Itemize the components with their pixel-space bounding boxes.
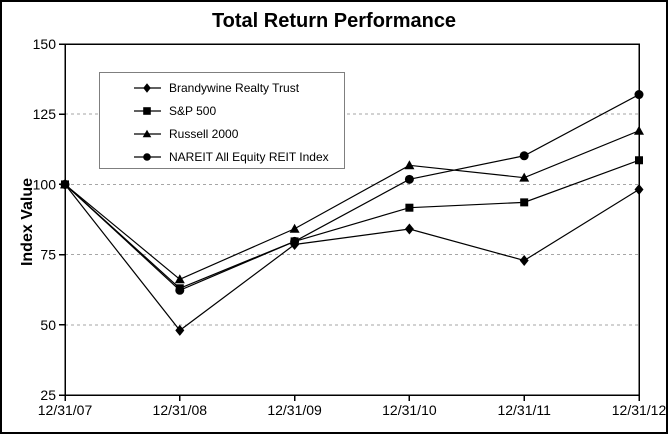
x-tick-label: 12/31/10 bbox=[382, 402, 437, 418]
series-line-circle bbox=[64, 94, 640, 291]
legend-marker bbox=[143, 106, 151, 115]
legend-label-nareit: NAREIT All Equity REIT Index bbox=[169, 149, 329, 164]
data-point-square bbox=[635, 156, 643, 165]
legend-label-sp500: S&P 500 bbox=[169, 103, 217, 118]
y-tick-label: 25 bbox=[40, 387, 56, 403]
data-point-diamond bbox=[175, 324, 185, 336]
data-point-circle bbox=[404, 174, 414, 184]
triangle-marker-icon bbox=[134, 129, 161, 137]
y-tick-label: 100 bbox=[33, 176, 57, 192]
data-point-square bbox=[520, 198, 529, 207]
data-point-triangle bbox=[634, 125, 644, 135]
y-tick-label: 150 bbox=[33, 36, 57, 52]
legend-row-brandywine: Brandywine Realty Trust bbox=[134, 76, 344, 99]
data-point-triangle bbox=[404, 160, 415, 170]
legend-label-russell2000: Russell 2000 bbox=[169, 126, 239, 141]
y-tick-label: 125 bbox=[33, 106, 57, 122]
data-point-diamond bbox=[519, 254, 529, 266]
data-point-triangle bbox=[174, 274, 185, 284]
data-point-triangle bbox=[289, 223, 300, 233]
data-point-circle bbox=[290, 236, 300, 246]
plot-frame bbox=[64, 43, 640, 396]
y-tick-label: 75 bbox=[40, 247, 56, 263]
circle-marker-icon bbox=[134, 152, 161, 161]
diamond-marker-icon bbox=[134, 82, 161, 93]
square-marker-icon bbox=[134, 106, 161, 115]
x-tick-label: 12/31/12 bbox=[612, 402, 667, 418]
y-tick-label: 50 bbox=[40, 317, 56, 333]
data-point-square bbox=[405, 203, 414, 212]
data-point-circle bbox=[519, 151, 529, 161]
data-point-diamond bbox=[404, 223, 414, 235]
data-point-circle bbox=[60, 179, 70, 189]
chart-title: Total Return Performance bbox=[211, 10, 457, 32]
x-tick-label: 12/31/08 bbox=[153, 402, 208, 418]
legend-row-sp500: S&P 500 bbox=[134, 99, 344, 122]
legend-marker bbox=[143, 152, 151, 161]
legend-row-russell2000: Russell 2000 bbox=[134, 122, 344, 145]
data-point-triangle bbox=[519, 172, 530, 182]
data-point-diamond bbox=[634, 183, 644, 195]
legend-row-nareit: NAREIT All Equity REIT Index bbox=[134, 145, 344, 168]
legend-label-brandywine: Brandywine Realty Trust bbox=[169, 80, 300, 95]
x-tick-label: 12/31/11 bbox=[497, 402, 551, 418]
series-line-diamond bbox=[64, 184, 640, 332]
legend-marker bbox=[143, 82, 151, 93]
data-point-circle bbox=[175, 285, 185, 295]
series-line-square bbox=[64, 159, 640, 289]
legend-marker bbox=[142, 129, 152, 137]
y-axis-label: Index Value bbox=[19, 177, 36, 267]
x-tick-label: 12/31/09 bbox=[267, 402, 322, 418]
legend: Brandywine Realty Trust S&P 500 Russell … bbox=[99, 72, 345, 169]
data-point-circle bbox=[634, 90, 644, 100]
x-tick-label: 12/31/07 bbox=[38, 402, 93, 418]
series-line-triangle bbox=[64, 130, 640, 281]
